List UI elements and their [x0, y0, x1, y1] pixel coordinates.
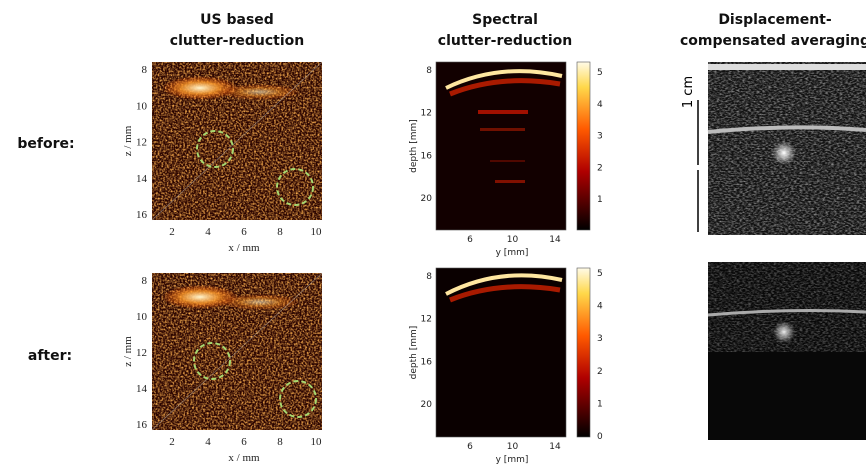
colorbar-tick-label: 1: [597, 195, 603, 205]
us-image-before: [151, 61, 323, 221]
y-tick-label: 12: [421, 315, 432, 325]
scale-bar-label: 1 cm: [681, 76, 696, 108]
y-tick-label: 8: [142, 275, 148, 287]
displacement-image-before: [707, 62, 866, 235]
x-tick-label: 10: [507, 235, 519, 245]
y-axis-label: z / mm: [122, 125, 134, 156]
x-tick-label: 6: [241, 436, 247, 448]
y-tick-label: 16: [136, 419, 148, 431]
x-axis-label: y [mm]: [496, 455, 529, 465]
y-tick-label: 16: [421, 151, 433, 161]
colorbar-tick-label: 2: [597, 163, 603, 173]
us-image-after: [151, 272, 323, 431]
y-tick-label: 12: [136, 137, 147, 149]
row-label: before:: [17, 136, 74, 152]
x-axis-label: y [mm]: [496, 248, 529, 258]
x-tick-label: 6: [467, 235, 473, 245]
column-title: compensated averaging: [680, 33, 866, 49]
column-title: Spectral: [472, 12, 538, 28]
x-tick-label: 14: [549, 442, 561, 452]
y-tick-label: 10: [136, 311, 148, 323]
y-tick-label: 8: [426, 66, 432, 76]
y-axis-label: depth [mm]: [409, 326, 419, 380]
y-tick-label: 8: [426, 272, 432, 282]
y-tick-label: 8: [142, 64, 148, 76]
spectral-image-before: [435, 61, 591, 231]
x-tick-label: 2: [169, 436, 175, 448]
y-tick-label: 12: [421, 109, 432, 119]
x-tick-label: 14: [549, 235, 561, 245]
x-tick-label: 4: [205, 436, 211, 448]
y-tick-label: 10: [136, 100, 148, 112]
y-tick-label: 20: [421, 400, 433, 410]
y-tick-label: 12: [136, 347, 147, 359]
x-axis-label: x / mm: [228, 242, 260, 254]
colorbar-tick-label: 0: [597, 432, 603, 442]
x-tick-label: 8: [277, 226, 283, 238]
row-label: after:: [28, 348, 72, 364]
y-tick-label: 14: [136, 383, 148, 395]
y-axis-label: z / mm: [122, 336, 134, 367]
x-tick-label: 6: [467, 442, 473, 452]
colorbar-tick-label: 4: [597, 302, 603, 312]
y-tick-label: 14: [136, 173, 148, 185]
column-title: clutter-reduction: [170, 33, 304, 49]
colorbar-tick-label: 3: [597, 334, 603, 344]
x-tick-label: 10: [311, 226, 323, 238]
x-tick-label: 4: [205, 226, 211, 238]
column-title: clutter-reduction: [438, 33, 572, 49]
colorbar-tick-label: 3: [597, 132, 603, 142]
y-tick-label: 16: [421, 357, 433, 367]
column-title: Displacement-: [718, 12, 832, 28]
colorbar-tick-label: 2: [597, 367, 603, 377]
colorbar-tick-label: 4: [597, 100, 603, 110]
displacement-image-after: [707, 262, 866, 440]
x-tick-label: 6: [241, 226, 247, 238]
x-tick-label: 10: [311, 436, 323, 448]
spectral-image-after: [435, 267, 591, 438]
x-tick-label: 10: [507, 442, 519, 452]
y-axis-label: depth [mm]: [409, 119, 419, 173]
x-tick-label: 2: [169, 226, 175, 238]
colorbar-tick-label: 1: [597, 399, 603, 409]
column-title: US based: [200, 12, 274, 28]
x-axis-label: x / mm: [228, 452, 260, 464]
colorbar-tick-label: 5: [597, 68, 603, 78]
colorbar-tick-label: 5: [597, 269, 603, 279]
x-tick-label: 8: [277, 436, 283, 448]
y-tick-label: 16: [136, 209, 148, 221]
y-tick-label: 20: [421, 194, 433, 204]
